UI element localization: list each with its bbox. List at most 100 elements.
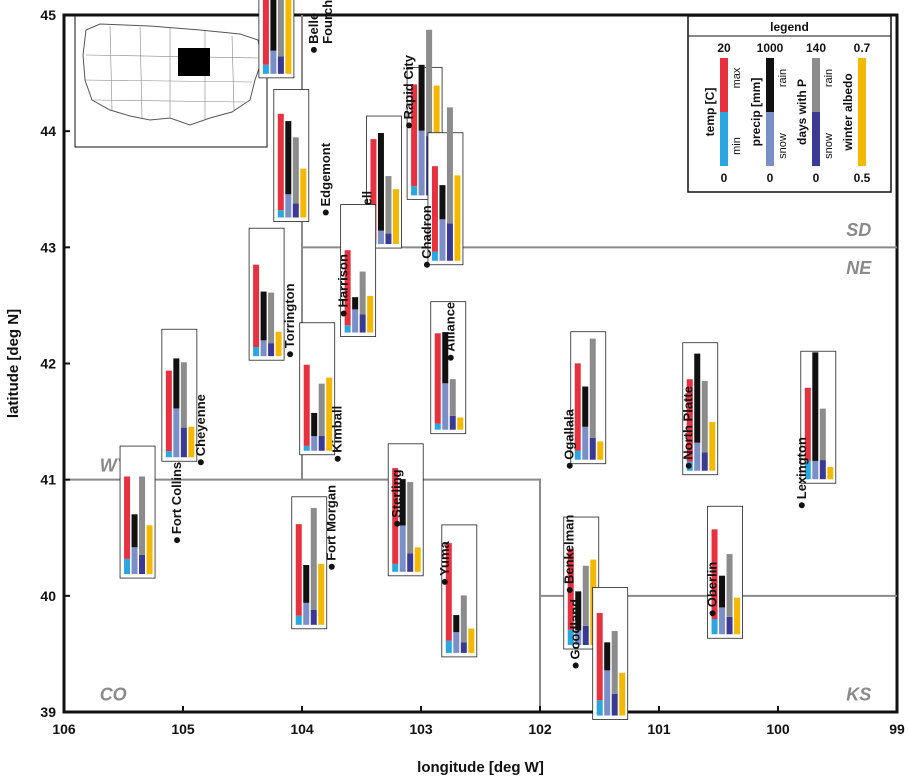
- station-label: Fourche: [320, 0, 335, 44]
- bar-days-snow: [385, 233, 392, 245]
- station-fort-morgan: Fort Morgan: [291, 485, 339, 630]
- station-belle-fourche: Belle Fourche: [258, 0, 335, 79]
- station-sterling: Sterling: [387, 443, 424, 577]
- bar-days-snow: [611, 693, 618, 716]
- station-fort-collins: Fort Collins: [119, 445, 184, 579]
- bar-max-temp: [344, 250, 351, 326]
- x-tick-label-1: 105: [171, 721, 195, 737]
- station-cheyenne: Cheyenne: [161, 328, 208, 466]
- bar-rain: [812, 352, 819, 461]
- inset-us-map: [74, 15, 268, 148]
- y-tick-label-2: 41: [40, 472, 56, 488]
- bar-rain: [285, 121, 292, 195]
- bar-min-temp: [567, 629, 574, 646]
- station-label: Oberlin: [705, 562, 720, 608]
- bar-days-rain: [589, 338, 596, 438]
- bar-rain: [719, 575, 726, 608]
- x-tick-label-4: 102: [528, 721, 552, 737]
- station-marker: [709, 610, 716, 617]
- station-north-platte: North Platte: [681, 342, 719, 476]
- bar-min-temp: [277, 210, 284, 218]
- y-tick-label-6: 45: [40, 7, 56, 23]
- station-marker: [322, 209, 329, 216]
- bar-days-rain: [426, 29, 433, 137]
- bar-max-temp: [711, 529, 718, 620]
- bar-max-temp: [431, 166, 438, 252]
- bar-min-temp: [711, 619, 718, 635]
- bar-snow: [442, 383, 449, 430]
- bar-max-temp: [165, 370, 172, 452]
- bar-days-snow: [460, 642, 467, 653]
- bar-days-snow: [701, 452, 708, 471]
- inset-us-outline: [82, 23, 263, 126]
- legend-bottom-value-2: 0: [813, 171, 820, 185]
- bar-days-snow: [407, 553, 414, 572]
- legend-bottom-value-3: 0.5: [854, 171, 871, 185]
- legend-bar-lower-3: [858, 112, 866, 166]
- bar-days-snow: [277, 56, 284, 74]
- legend-bar-lower-0: [720, 112, 728, 166]
- bar-snow: [694, 442, 701, 471]
- legend-upper-label-1: rain: [777, 69, 789, 87]
- bar-albedo: [827, 467, 834, 480]
- bar-max-temp: [370, 139, 377, 240]
- legend-upper-label-0: max: [731, 67, 743, 88]
- bar-albedo: [392, 189, 399, 245]
- station-marker: [685, 462, 692, 469]
- station-alliance: Alliance: [430, 301, 467, 435]
- station-label: Ogallala: [562, 408, 577, 459]
- bar-rain: [173, 358, 180, 409]
- legend-top-value-1: 1000: [757, 41, 784, 55]
- bar-min-temp: [303, 445, 310, 451]
- legend-bar-upper-3: [858, 58, 866, 112]
- station-label: Benkelman: [562, 515, 577, 584]
- bar-rain: [453, 615, 460, 633]
- bar-albedo: [146, 525, 153, 575]
- legend-bottom-value-0: 0: [721, 171, 728, 185]
- station-ogallala: Ogallala: [562, 331, 607, 469]
- bar-rain: [439, 185, 446, 220]
- station-marker: [334, 455, 341, 462]
- legend-bar-upper-2: [812, 58, 820, 112]
- bar-rain: [311, 412, 318, 437]
- x-axis-title: longitude [deg W]: [417, 759, 544, 776]
- bar-min-temp: [392, 563, 399, 572]
- station-marker: [287, 351, 294, 358]
- bar-days-snow: [446, 223, 453, 261]
- y-tick-label-0: 39: [40, 704, 56, 720]
- bar-rain: [604, 642, 611, 671]
- bar-albedo: [326, 377, 333, 451]
- bar-snow: [604, 670, 611, 716]
- bar-max-temp: [434, 333, 441, 424]
- bar-snow: [439, 219, 446, 261]
- station-label: Alliance: [443, 302, 458, 352]
- bar-rain: [260, 291, 267, 341]
- bar-days-snow: [449, 415, 456, 430]
- legend-bar-lower-2: [812, 112, 820, 166]
- bar-rain: [303, 565, 310, 603]
- bar-albedo: [275, 331, 282, 357]
- bar-days-snow: [139, 554, 146, 575]
- bar-days-rain: [277, 0, 284, 57]
- station-marker: [798, 502, 805, 509]
- inset-study-area: [178, 48, 210, 76]
- bar-days-rain: [726, 554, 733, 617]
- station-harrison: Harrison: [336, 204, 377, 337]
- bar-days-snow: [819, 460, 826, 480]
- x-tick-label-0: 106: [52, 721, 76, 737]
- bar-snow: [575, 630, 582, 646]
- station-label: Yuma: [437, 540, 452, 575]
- bar-days-rain: [449, 379, 456, 416]
- bar-days-rain: [385, 176, 392, 234]
- bar-albedo: [285, 0, 292, 74]
- legend-lower-label-2: snow: [823, 133, 835, 159]
- bar-max-temp: [262, 0, 269, 65]
- station-goodland: Goodland: [568, 587, 629, 720]
- x-tick-label-6: 100: [766, 721, 790, 737]
- bar-rain: [694, 353, 701, 443]
- legend-top-value-2: 140: [806, 41, 826, 55]
- bar-rain: [582, 386, 589, 427]
- bar-albedo: [414, 547, 421, 572]
- bar-rain: [352, 297, 359, 310]
- legend-upper-label-2: rain: [823, 69, 835, 87]
